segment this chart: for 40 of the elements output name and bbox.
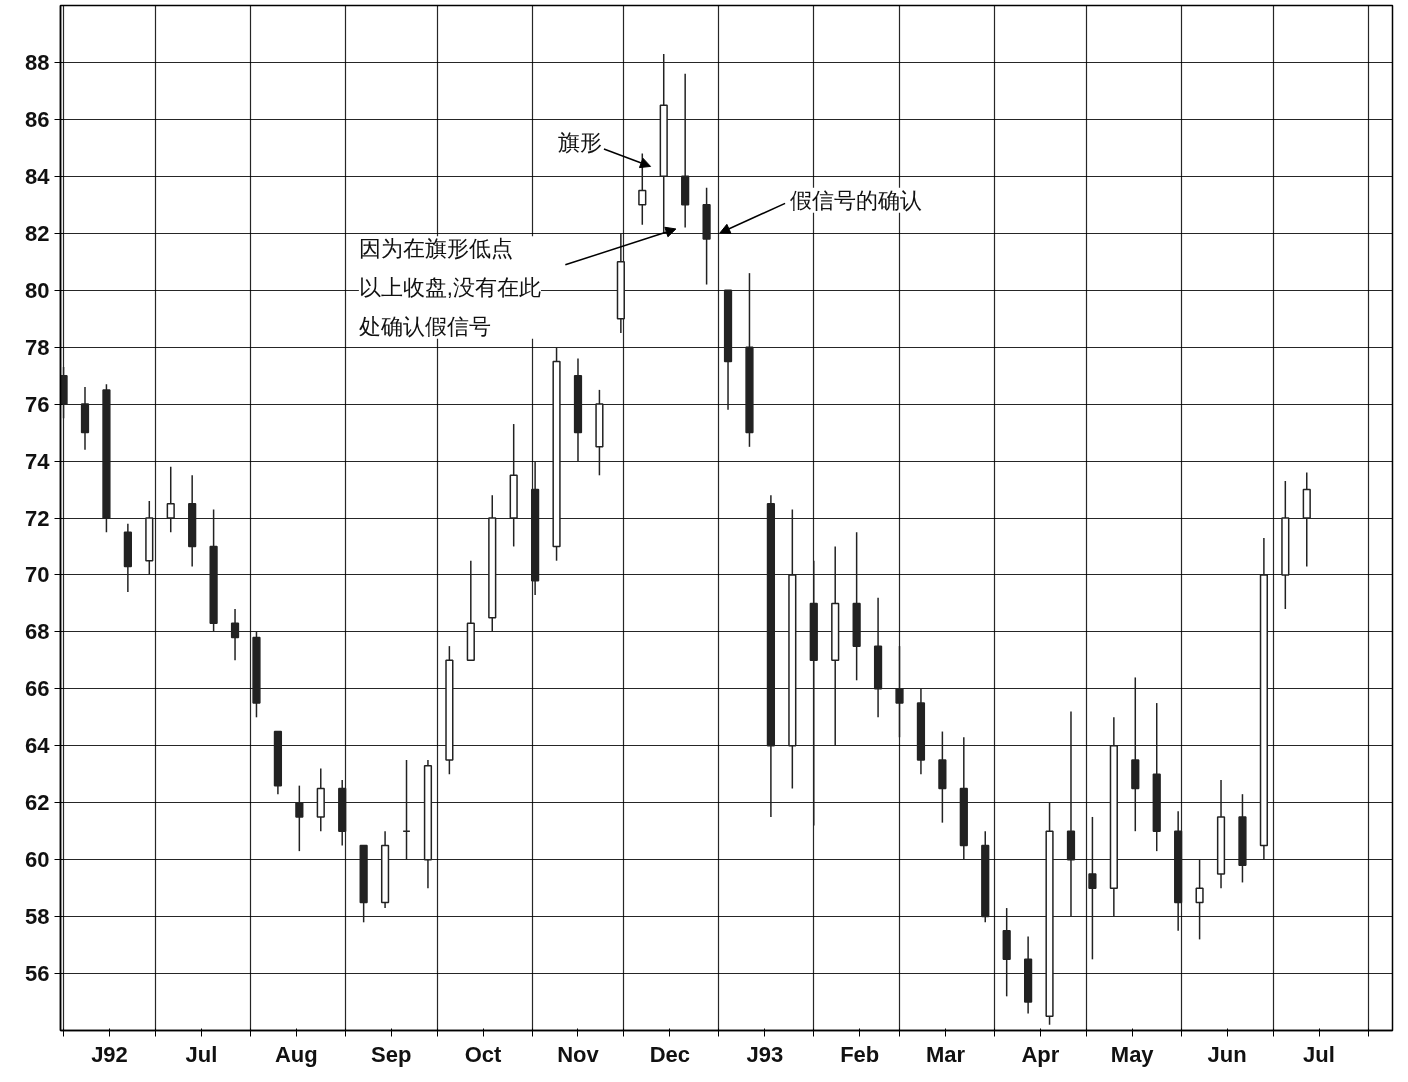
- y-tick-label: 86: [25, 106, 50, 132]
- candlestick: [895, 645, 904, 738]
- y-tick-label: 64: [25, 733, 51, 759]
- y-tick-label: 68: [25, 619, 50, 645]
- x-tick-label: Feb: [840, 1041, 880, 1067]
- y-tick-label: 70: [25, 562, 50, 588]
- candlestick: [166, 466, 175, 533]
- y-tick-label: 88: [25, 49, 50, 75]
- x-tick-label: Oct: [464, 1041, 503, 1067]
- annotation: 旗形: [558, 130, 603, 156]
- y-tick-label: 84: [25, 163, 51, 189]
- candlestick: [230, 608, 240, 662]
- x-tick-label: Jul: [1303, 1041, 1335, 1067]
- y-tick-label: 62: [25, 790, 50, 816]
- candlestick: [1195, 858, 1204, 941]
- candlestick: [1088, 816, 1097, 961]
- y-tick-label: 78: [25, 334, 50, 360]
- annotation: 因为在旗形低点以上收盘,没有在此处确认假信号: [358, 236, 541, 339]
- y-tick-label: 72: [25, 505, 50, 531]
- x-tick-label: May: [1110, 1041, 1155, 1067]
- x-tick-label: Sep: [371, 1041, 412, 1067]
- candlestick: [295, 784, 304, 852]
- y-tick-label: 82: [25, 220, 50, 246]
- y-tick-label: 66: [25, 676, 50, 702]
- x-tick-label: Apr: [1021, 1041, 1060, 1067]
- y-tick-label: 74: [25, 448, 51, 474]
- x-tick-label: J92: [91, 1041, 128, 1067]
- y-tick-label: 76: [25, 391, 50, 417]
- x-tick-label: Jun: [1207, 1041, 1247, 1067]
- y-tick-label: 58: [25, 904, 50, 930]
- x-tick-label: Mar: [925, 1041, 966, 1067]
- x-tick-label: Nov: [557, 1041, 600, 1067]
- y-tick-label: 56: [25, 961, 50, 987]
- x-tick-label: J93: [746, 1041, 784, 1067]
- x-tick-label: Dec: [649, 1041, 691, 1067]
- annotation: 假信号的确认: [790, 187, 923, 213]
- x-tick-label: Jul: [185, 1041, 218, 1067]
- x-tick-label: Aug: [274, 1041, 318, 1067]
- y-tick-label: 60: [25, 847, 50, 873]
- y-tick-label: 80: [25, 277, 50, 303]
